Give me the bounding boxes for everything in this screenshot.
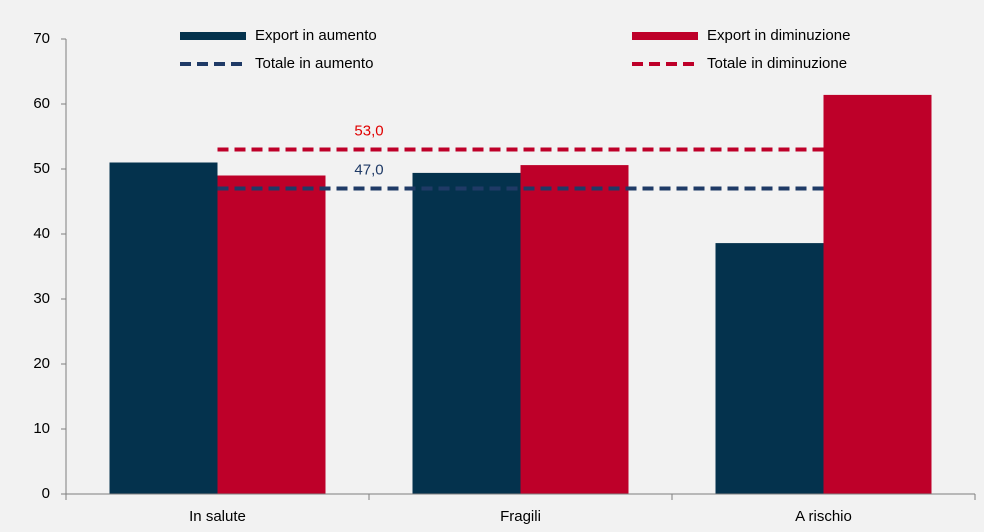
- legend-label: Export in diminuzione: [707, 27, 850, 44]
- y-tick-label: 60: [33, 95, 50, 112]
- y-tick-label: 0: [42, 485, 50, 502]
- x-tick-label: Fragili: [500, 508, 541, 525]
- legend-label: Totale in diminuzione: [707, 55, 847, 72]
- y-tick-label: 20: [33, 355, 50, 372]
- bar: [520, 165, 629, 494]
- x-tick-label: In salute: [189, 508, 246, 525]
- bar: [217, 175, 326, 494]
- y-tick-label: 30: [33, 290, 50, 307]
- line-value-label: 53,0: [354, 122, 383, 139]
- line-value-label: 47,0: [354, 161, 383, 178]
- bar: [412, 172, 521, 494]
- bar: [715, 243, 824, 494]
- legend-label: Totale in aumento: [255, 55, 373, 72]
- y-tick-label: 40: [33, 225, 50, 242]
- legend-swatch: [632, 32, 698, 40]
- y-tick-label: 70: [33, 30, 50, 47]
- bar: [109, 162, 218, 494]
- x-tick-label: A rischio: [795, 508, 852, 525]
- legend-swatch: [180, 32, 246, 40]
- legend-label: Export in aumento: [255, 27, 377, 44]
- y-tick-label: 50: [33, 160, 50, 177]
- y-tick-label: 10: [33, 420, 50, 437]
- bar: [823, 94, 932, 495]
